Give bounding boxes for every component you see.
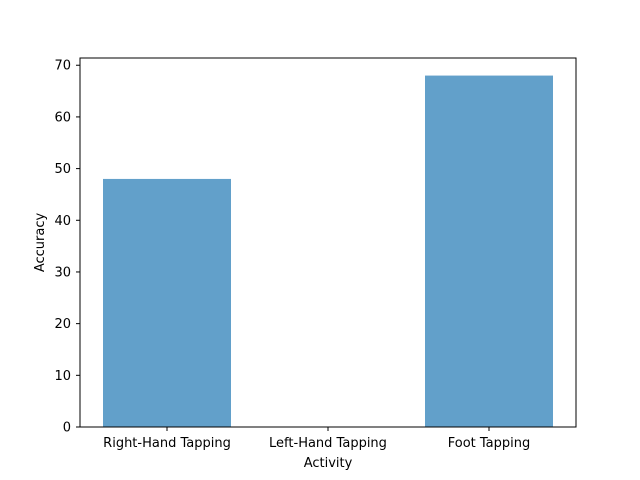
y-axis-label: Accuracy xyxy=(33,213,48,273)
bars-group xyxy=(103,75,553,428)
y-tick-label: 30 xyxy=(54,265,71,280)
x-tick-label: Right-Hand Tapping xyxy=(103,436,231,451)
bar-0 xyxy=(103,178,231,427)
y-tick-label: 10 xyxy=(54,369,71,384)
y-tick-label: 60 xyxy=(54,110,71,125)
y-tick-label: 20 xyxy=(54,317,71,332)
y-tick-label: 50 xyxy=(54,162,71,177)
y-tick-label: 0 xyxy=(63,421,71,436)
x-tick-label: Left-Hand Tapping xyxy=(269,436,387,451)
plot-frame xyxy=(79,57,577,428)
x-tick-label: Foot Tapping xyxy=(448,436,531,451)
y-tick-label: 70 xyxy=(54,59,71,74)
bar-2 xyxy=(425,75,553,428)
x-axis-ticks: Right-Hand Tapping Left-Hand Tapping Foot … xyxy=(103,427,530,451)
x-axis-label: Activity xyxy=(304,456,353,471)
y-axis-ticks: 0 10 20 30 40 50 60 70 xyxy=(54,59,80,436)
y-tick-label: 40 xyxy=(54,214,71,229)
